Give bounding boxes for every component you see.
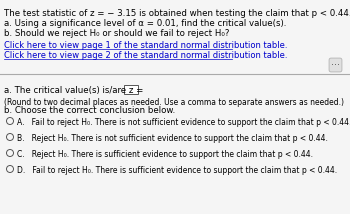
Text: ···: ··· <box>331 60 340 70</box>
Text: a. The critical value(s) is/are z =: a. The critical value(s) is/are z = <box>4 86 143 95</box>
FancyBboxPatch shape <box>124 85 138 94</box>
Circle shape <box>7 117 14 125</box>
Text: B.   Reject H₀. There is not sufficient evidence to support the claim that p < 0: B. Reject H₀. There is not sufficient ev… <box>17 134 328 143</box>
Text: b. Choose the correct conclusion below.: b. Choose the correct conclusion below. <box>4 106 175 115</box>
Text: D.   Fail to reject H₀. There is sufficient evidence to support the claim that p: D. Fail to reject H₀. There is sufficien… <box>17 166 337 175</box>
Text: Click here to view page 2 of the standard normal distribution table.: Click here to view page 2 of the standar… <box>4 51 287 60</box>
Text: (Round to two decimal places as needed. Use a comma to separate answers as neede: (Round to two decimal places as needed. … <box>4 98 344 107</box>
Circle shape <box>7 134 14 141</box>
Text: C.   Reject H₀. There is sufficient evidence to support the claim that p < 0.44.: C. Reject H₀. There is sufficient eviden… <box>17 150 313 159</box>
Text: The test statistic of z = − 3.15 is obtained when testing the claim that p < 0.4: The test statistic of z = − 3.15 is obta… <box>4 9 350 18</box>
Text: Click here to view page 1 of the standard normal distribution table.: Click here to view page 1 of the standar… <box>4 41 287 50</box>
Circle shape <box>7 165 14 172</box>
Text: A.   Fail to reject H₀. There is not sufficient evidence to support the claim th: A. Fail to reject H₀. There is not suffi… <box>17 118 350 127</box>
Text: a. Using a significance level of α = 0.01, find the critical value(s).: a. Using a significance level of α = 0.0… <box>4 19 286 28</box>
Circle shape <box>7 150 14 156</box>
Text: b. Should we reject H₀ or should we fail to reject H₀?: b. Should we reject H₀ or should we fail… <box>4 29 229 38</box>
